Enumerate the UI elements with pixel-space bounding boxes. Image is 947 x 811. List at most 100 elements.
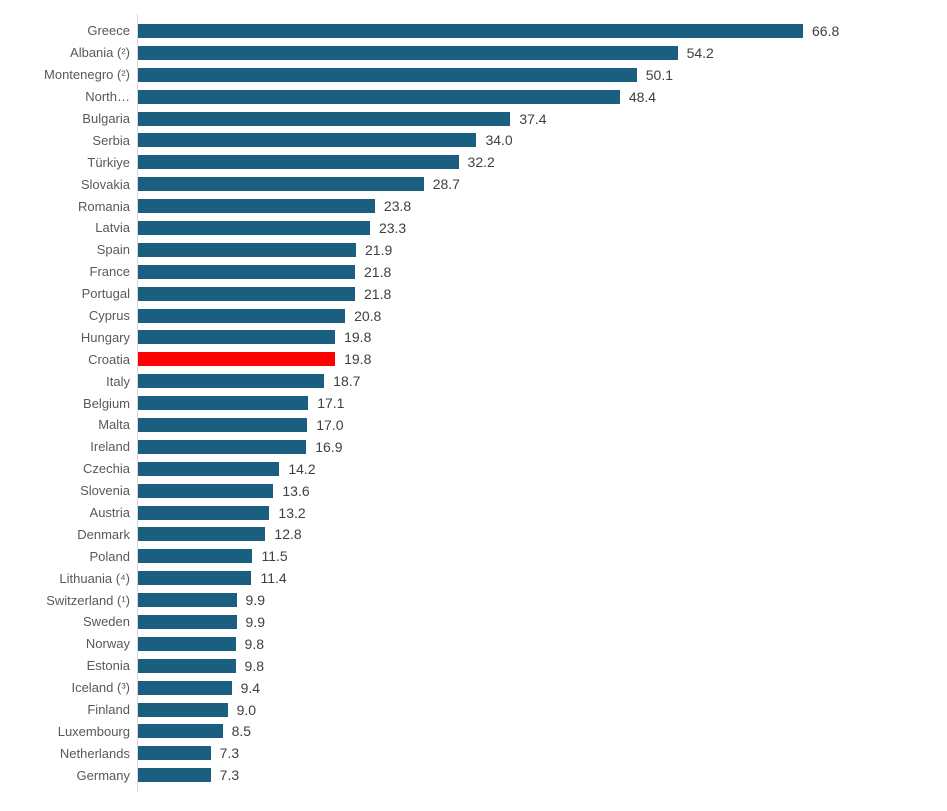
chart-rows: Greece 66.8 Albania (²) 54.2 Montenegro (²) 5… bbox=[0, 20, 947, 786]
category-label: Iceland (³) bbox=[71, 680, 130, 696]
value-label: 11.5 bbox=[261, 548, 288, 565]
value-label: 16.9 bbox=[315, 438, 343, 455]
chart-row: Hungary 19.8 bbox=[0, 326, 947, 348]
value-label: 17.1 bbox=[317, 395, 345, 412]
plot-area: 14.2 bbox=[130, 458, 947, 480]
chart-row: Portugal 21.8 bbox=[0, 283, 947, 305]
bar bbox=[138, 702, 228, 717]
bar bbox=[138, 593, 237, 608]
value-label: 7.3 bbox=[219, 767, 240, 784]
bar bbox=[138, 242, 357, 257]
bar bbox=[138, 199, 375, 214]
value-label: 9.0 bbox=[236, 701, 257, 718]
value-label: 12.8 bbox=[274, 526, 302, 543]
chart-row: Greece 66.8 bbox=[0, 20, 947, 42]
bar bbox=[138, 505, 270, 520]
plot-area: 20.8 bbox=[130, 305, 947, 327]
value-label: 20.8 bbox=[354, 307, 382, 324]
chart-row: Germany 7.3 bbox=[0, 764, 947, 786]
value-label: 28.7 bbox=[432, 176, 460, 193]
bar bbox=[138, 680, 232, 695]
value-label: 50.1 bbox=[645, 66, 673, 83]
category-label: Bulgaria bbox=[82, 111, 130, 126]
plot-area: 11.4 bbox=[130, 567, 947, 589]
value-label: 48.4 bbox=[628, 88, 657, 105]
plot-area: 18.7 bbox=[130, 370, 947, 392]
bar bbox=[138, 636, 236, 651]
value-label: 18.7 bbox=[333, 373, 361, 390]
chart-row: Italy 18.7 bbox=[0, 370, 947, 392]
value-label: 11.4 bbox=[260, 570, 287, 587]
plot-area: 13.6 bbox=[130, 480, 947, 502]
category-label: Türkiye bbox=[87, 154, 130, 170]
category-label: Spain bbox=[96, 242, 130, 258]
category-label: Montenegro (²) bbox=[44, 67, 130, 83]
bar bbox=[138, 374, 325, 389]
chart-row: Sweden 9.9 bbox=[0, 611, 947, 633]
plot-area: 11.5 bbox=[130, 545, 947, 567]
plot-area: 54.2 bbox=[130, 42, 947, 64]
category-label: Serbia bbox=[92, 132, 130, 148]
category-label: Malta bbox=[98, 417, 130, 433]
chart-row: Malta 17.0 bbox=[0, 414, 947, 436]
plot-area: 9.9 bbox=[130, 589, 947, 611]
plot-area: 23.8 bbox=[130, 195, 947, 217]
bar bbox=[138, 177, 424, 192]
plot-area: 9.8 bbox=[130, 633, 947, 655]
chart-row: Norway 9.8 bbox=[0, 633, 947, 655]
bar bbox=[138, 396, 309, 411]
bar bbox=[138, 768, 211, 783]
bar bbox=[138, 133, 477, 148]
chart-row: Estonia 9.8 bbox=[0, 655, 947, 677]
chart-row: Serbia 34.0 bbox=[0, 129, 947, 151]
value-label: 9.8 bbox=[244, 635, 265, 652]
bar bbox=[138, 67, 637, 82]
value-label: 23.8 bbox=[383, 198, 412, 215]
value-label: 13.2 bbox=[278, 504, 306, 521]
value-label: 21.8 bbox=[364, 263, 392, 280]
chart-row: Poland 11.5 bbox=[0, 545, 947, 567]
plot-area: 12.8 bbox=[130, 523, 947, 545]
category-label: Portugal bbox=[81, 286, 130, 302]
value-label: 14.2 bbox=[288, 460, 316, 477]
plot-area: 17.0 bbox=[130, 414, 947, 436]
value-label: 9.9 bbox=[245, 592, 266, 609]
bar bbox=[138, 155, 459, 170]
category-label: Romania bbox=[77, 198, 130, 214]
chart-row: Denmark 12.8 bbox=[0, 523, 947, 545]
chart-row: Slovenia 13.6 bbox=[0, 480, 947, 502]
value-label: 7.3 bbox=[219, 745, 240, 762]
bar bbox=[138, 286, 356, 301]
category-label: Italy bbox=[106, 373, 130, 389]
category-label: North… bbox=[85, 89, 130, 105]
bar-highlighted bbox=[138, 352, 336, 367]
bar bbox=[138, 23, 803, 38]
chart-row: Czechia 14.2 bbox=[0, 458, 947, 480]
bar bbox=[138, 308, 346, 323]
chart-row: Austria 13.2 bbox=[0, 502, 947, 524]
category-label: Estonia bbox=[86, 658, 130, 674]
bar bbox=[138, 724, 223, 739]
chart-row: Lithuania (⁴) 11.4 bbox=[0, 567, 947, 589]
chart-row: Türkiye 32.2 bbox=[0, 151, 947, 173]
chart-row: Iceland (³) 9.4 bbox=[0, 677, 947, 699]
plot-area: 13.2 bbox=[130, 502, 947, 524]
plot-area: 9.8 bbox=[130, 655, 947, 677]
bar bbox=[138, 549, 253, 564]
value-label: 9.9 bbox=[245, 613, 266, 630]
category-label: Norway bbox=[85, 636, 130, 652]
plot-area: 34.0 bbox=[130, 129, 947, 151]
bar bbox=[138, 461, 280, 476]
value-label: 9.4 bbox=[240, 679, 261, 696]
bar bbox=[138, 264, 356, 279]
plot-area: 21.9 bbox=[130, 239, 947, 261]
plot-area: 28.7 bbox=[130, 173, 947, 195]
bar bbox=[138, 483, 274, 498]
plot-area: 23.3 bbox=[130, 217, 947, 239]
chart-row: Ireland 16.9 bbox=[0, 436, 947, 458]
category-label: Germany bbox=[76, 767, 130, 783]
chart-row: Latvia 23.3 bbox=[0, 217, 947, 239]
value-label: 21.8 bbox=[364, 285, 392, 302]
chart-row: Switzerland (¹) 9.9 bbox=[0, 589, 947, 611]
chart-row: Finland 9.0 bbox=[0, 699, 947, 721]
